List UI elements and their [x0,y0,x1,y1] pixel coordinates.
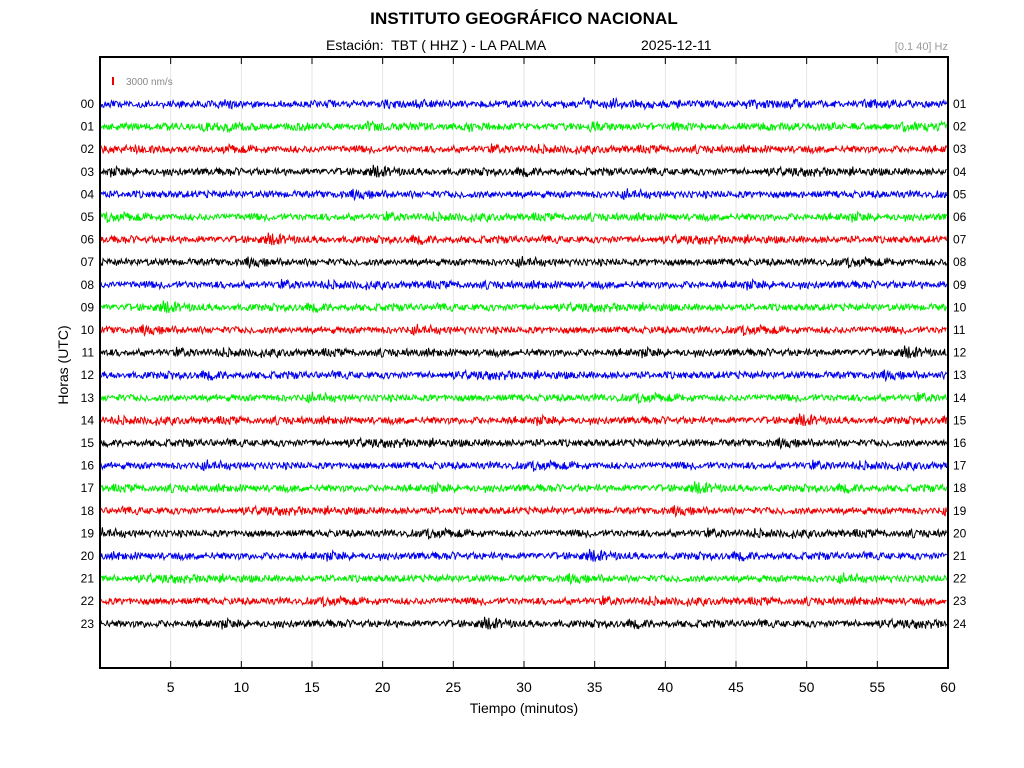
right-hour-label: 18 [953,481,967,495]
trace-hour-06 [100,232,948,246]
trace-hour-23 [100,616,948,630]
right-hour-label: 14 [953,391,967,405]
right-hour-label: 01 [953,97,967,111]
left-hour-label: 02 [81,142,95,156]
left-hour-label: 19 [81,526,95,540]
trace-hour-07 [100,255,948,270]
x-tick-label: 55 [870,679,886,695]
left-hour-label: 18 [81,504,95,518]
right-hour-label: 12 [953,346,967,360]
right-hour-label: 02 [953,120,967,134]
left-hour-label: 11 [82,346,95,360]
left-hour-label: 22 [81,594,95,608]
trace-hour-21 [100,572,948,586]
trace-hour-14 [100,413,948,427]
left-hour-label: 13 [81,391,95,405]
x-tick-label: 10 [234,679,250,695]
right-hour-label: 24 [953,617,967,631]
right-hour-label: 08 [953,255,967,269]
right-hour-label: 05 [953,187,967,201]
scale-bar [112,77,114,85]
left-hour-label: 21 [81,572,95,586]
right-hour-label: 16 [953,436,967,450]
trace-hour-18 [100,504,948,518]
x-tick-label: 45 [728,679,744,695]
left-hour-label: 16 [81,459,95,473]
x-tick-label: 20 [375,679,391,695]
trace-hour-19 [100,526,948,540]
right-hour-label: 09 [953,278,967,292]
trace-hour-05 [100,210,948,224]
trace-hour-02 [100,142,948,156]
right-hour-label: 07 [953,233,967,247]
right-hour-label: 11 [953,323,966,337]
filter-band: [0.1 40] Hz [894,41,948,53]
trace-hour-20 [100,548,947,563]
right-hour-label: 13 [953,368,967,382]
trace-hour-09 [100,300,948,314]
right-hour-label: 17 [953,459,967,473]
left-hour-label: 15 [81,436,95,450]
x-tick-label: 25 [446,679,462,695]
trace-hour-04 [100,187,948,202]
right-hour-label: 04 [953,165,967,179]
trace-hour-00 [100,96,948,111]
left-hour-label: 17 [81,481,95,495]
trace-hour-12 [100,368,948,383]
left-hour-label: 20 [81,549,95,563]
trace-hour-10 [100,323,947,338]
right-hour-label: 21 [953,549,967,563]
left-hour-label: 10 [81,323,95,337]
left-hour-label: 05 [81,210,95,224]
x-tick-label: 35 [587,679,603,695]
x-tick-label: 50 [799,679,815,695]
trace-hour-08 [100,277,948,291]
trace-hour-11 [100,345,947,359]
trace-hour-01 [100,119,948,134]
x-axis-label: Tiempo (minutos) [469,700,579,716]
trace-hour-03 [100,164,947,178]
left-hour-label: 12 [81,368,95,382]
right-hour-label: 23 [953,594,967,608]
left-hour-label: 03 [81,165,95,179]
left-hour-label: 01 [81,120,95,134]
left-hour-label: 23 [81,617,95,631]
trace-hour-13 [100,391,948,404]
trace-hour-15 [100,436,948,451]
x-tick-label: 30 [516,679,532,695]
x-tick-label: 15 [304,679,320,695]
recording-date: 2025-12-11 [641,37,712,53]
left-hour-label: 09 [81,300,95,314]
left-hour-label: 06 [81,233,95,247]
right-hour-label: 15 [953,413,967,427]
left-hour-label: 08 [81,278,95,292]
right-hour-label: 22 [953,572,967,586]
trace-hour-17 [100,481,948,495]
x-tick-label: 5 [167,679,175,695]
chart-title: INSTITUTO GEOGRÁFICO NACIONAL [370,9,678,28]
right-hour-label: 03 [953,142,967,156]
x-tick-label: 60 [940,679,956,695]
station-label: Estación: TBT ( HHZ ) - LA PALMA [326,37,547,53]
right-hour-label: 20 [953,526,967,540]
left-hour-label: 07 [81,255,95,269]
left-hour-label: 00 [81,97,95,111]
right-hour-label: 06 [953,210,967,224]
scale-bar-label: 3000 nm/s [126,77,173,88]
trace-hour-22 [100,594,947,608]
trace-hour-16 [100,459,948,472]
left-hour-label: 14 [81,413,95,427]
x-tick-label: 40 [658,679,674,695]
left-hour-label: 04 [81,187,95,201]
right-hour-label: 19 [953,504,967,518]
right-hour-label: 10 [953,300,967,314]
